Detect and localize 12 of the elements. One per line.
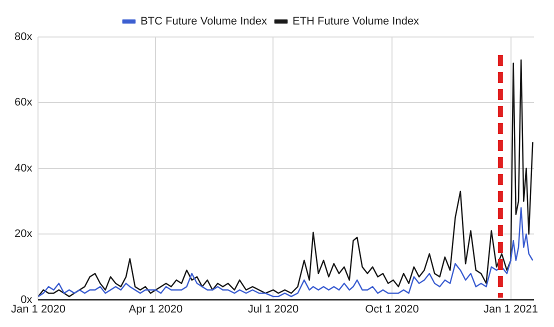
y-tick-label: 80x — [14, 31, 33, 44]
x-tick-label: Oct 1 2020 — [365, 303, 419, 316]
legend-label: BTC Future Volume Index — [140, 16, 268, 28]
y-tick-label: 60x — [14, 96, 33, 109]
x-tick-label: Jan 1 2020 — [11, 303, 66, 316]
y-tick-label: 40x — [14, 162, 33, 174]
legend-label: ETH Future Volume Index — [292, 16, 420, 28]
y-tick-label: 0x — [20, 294, 33, 306]
x-tick-label: Jan 1 2021 — [484, 303, 538, 316]
y-tick-label: 20x — [14, 228, 33, 240]
x-tick-label: Jul 1 2020 — [248, 303, 299, 316]
x-tick-label: Apr 1 2020 — [128, 303, 183, 316]
